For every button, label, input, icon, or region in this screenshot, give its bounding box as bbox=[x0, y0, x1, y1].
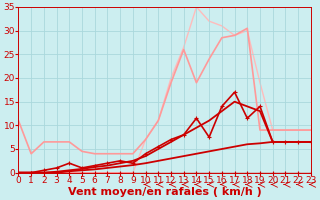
X-axis label: Vent moyen/en rafales ( km/h ): Vent moyen/en rafales ( km/h ) bbox=[68, 187, 261, 197]
